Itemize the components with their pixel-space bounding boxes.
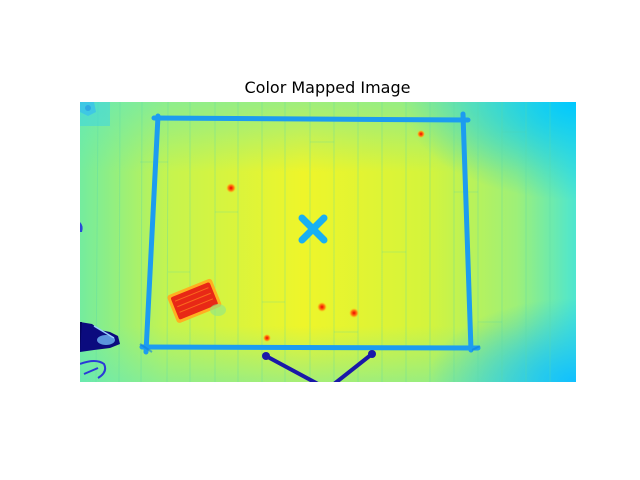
tape-boundary [139, 111, 481, 355]
floorboard-seams [95, 102, 551, 382]
figure-title: Color Mapped Image [244, 78, 411, 97]
tripod-legs [264, 352, 374, 382]
cable-left-edge [80, 360, 107, 379]
hotspot [349, 308, 359, 318]
x-marker [298, 214, 328, 244]
color-mapped-image-svg [80, 102, 576, 382]
hotspot [226, 183, 236, 193]
shoe-left-edge [80, 322, 120, 352]
hotspot [417, 130, 425, 138]
color-mapped-image [80, 102, 576, 382]
hotspot [317, 302, 327, 312]
hot-box [167, 278, 222, 323]
hotspot [263, 334, 271, 342]
